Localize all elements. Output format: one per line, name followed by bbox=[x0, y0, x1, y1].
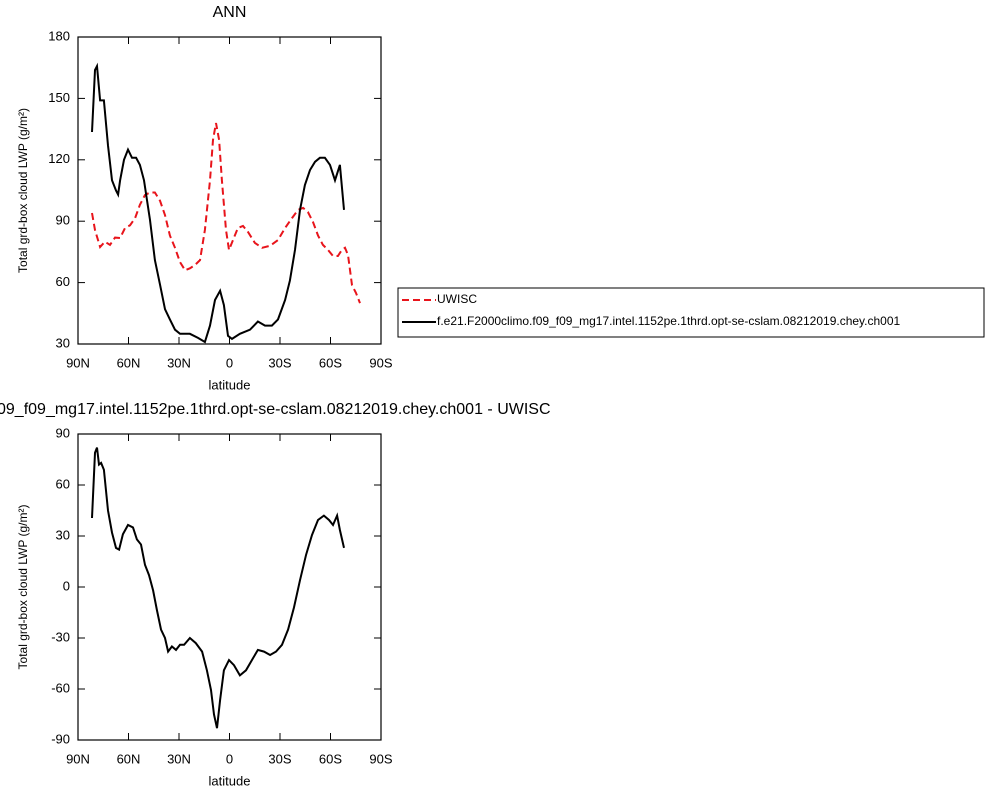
x-tick-label: 30N bbox=[167, 355, 191, 370]
x-tick-label: 0 bbox=[226, 751, 233, 766]
x-tick-label: 0 bbox=[226, 355, 233, 370]
chart: ANN latitude Total grd-box cloud LWP (g/m²… bbox=[16, 4, 985, 392]
y-tick-label: 180 bbox=[48, 28, 70, 43]
x-tick-label: 90S bbox=[369, 751, 392, 766]
y-tick-label: 30 bbox=[56, 527, 70, 542]
y-tick-label: 90 bbox=[56, 213, 70, 228]
x-tick-label: 90S bbox=[369, 355, 392, 370]
y-tick-label: 120 bbox=[48, 151, 70, 166]
y-tick-label: 30 bbox=[56, 335, 70, 350]
x-tick-label: 60N bbox=[117, 751, 141, 766]
y-tick-label: 0 bbox=[63, 578, 70, 593]
series-line bbox=[91, 447, 345, 729]
y-axis-label: Total grd-box cloud LWP (g/m²) bbox=[16, 505, 30, 670]
x-tick-label: 60S bbox=[319, 355, 342, 370]
legend-label: f.e21.F2000climo.f09_f09_mg17.intel.1152… bbox=[437, 314, 901, 328]
x-tick-label: 30S bbox=[268, 355, 291, 370]
series-line bbox=[91, 122, 361, 304]
y-axis-label: Total grd-box cloud LWP (g/m²) bbox=[16, 108, 30, 273]
y-tick-label: 150 bbox=[48, 90, 70, 105]
y-tick-label: 60 bbox=[56, 274, 70, 289]
chart-title: 09_f09_mg17.intel.1152pe.1thrd.opt-se-cs… bbox=[0, 401, 551, 418]
x-tick-label: 30N bbox=[167, 751, 191, 766]
x-axis-label: latitude bbox=[209, 377, 251, 392]
chart: 09_f09_mg17.intel.1152pe.1thrd.opt-se-cs… bbox=[0, 401, 551, 788]
y-tick-label: -90 bbox=[51, 731, 70, 746]
legend-label: UWISC bbox=[437, 292, 477, 306]
legend-box bbox=[397, 287, 985, 338]
y-tick-label: -30 bbox=[51, 629, 70, 644]
chart-title: ANN bbox=[213, 4, 247, 21]
x-tick-label: 90N bbox=[66, 751, 90, 766]
y-tick-label: -60 bbox=[51, 680, 70, 695]
x-axis-label: latitude bbox=[209, 773, 251, 788]
y-tick-label: 90 bbox=[56, 425, 70, 440]
x-tick-label: 60S bbox=[319, 751, 342, 766]
y-tick-label: 60 bbox=[56, 476, 70, 491]
x-tick-label: 30S bbox=[268, 751, 291, 766]
series-line bbox=[91, 62, 345, 344]
x-tick-label: 60N bbox=[117, 355, 141, 370]
plot-frame bbox=[77, 36, 382, 345]
plot-frame bbox=[77, 433, 382, 741]
x-tick-label: 90N bbox=[66, 355, 90, 370]
